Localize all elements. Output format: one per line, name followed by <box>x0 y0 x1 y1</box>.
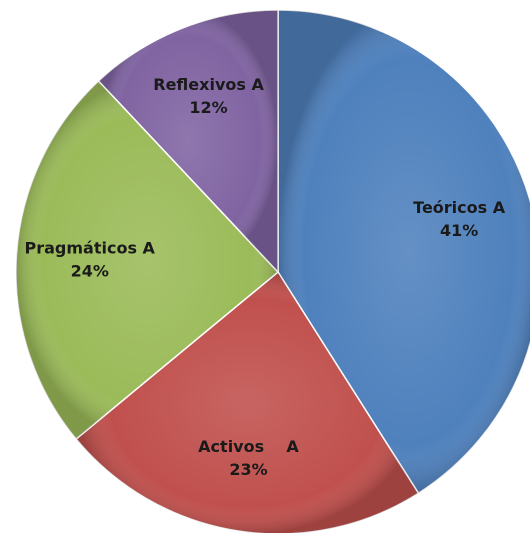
labels: Teóricos A 41% Activos A 23% Pragmáticos A 24… <box>25 75 506 479</box>
slice-value-label: 12% <box>189 98 227 117</box>
slice-value-label: 23% <box>229 460 267 479</box>
slice-label: Teóricos A <box>413 198 506 217</box>
slice-label: Activos A <box>198 437 299 456</box>
slice-label: Reflexivos A <box>153 75 264 94</box>
slice-value-label: 24% <box>71 262 109 281</box>
slice-value-label: 41% <box>440 221 478 240</box>
slice-label: Pragmáticos A <box>25 239 156 258</box>
